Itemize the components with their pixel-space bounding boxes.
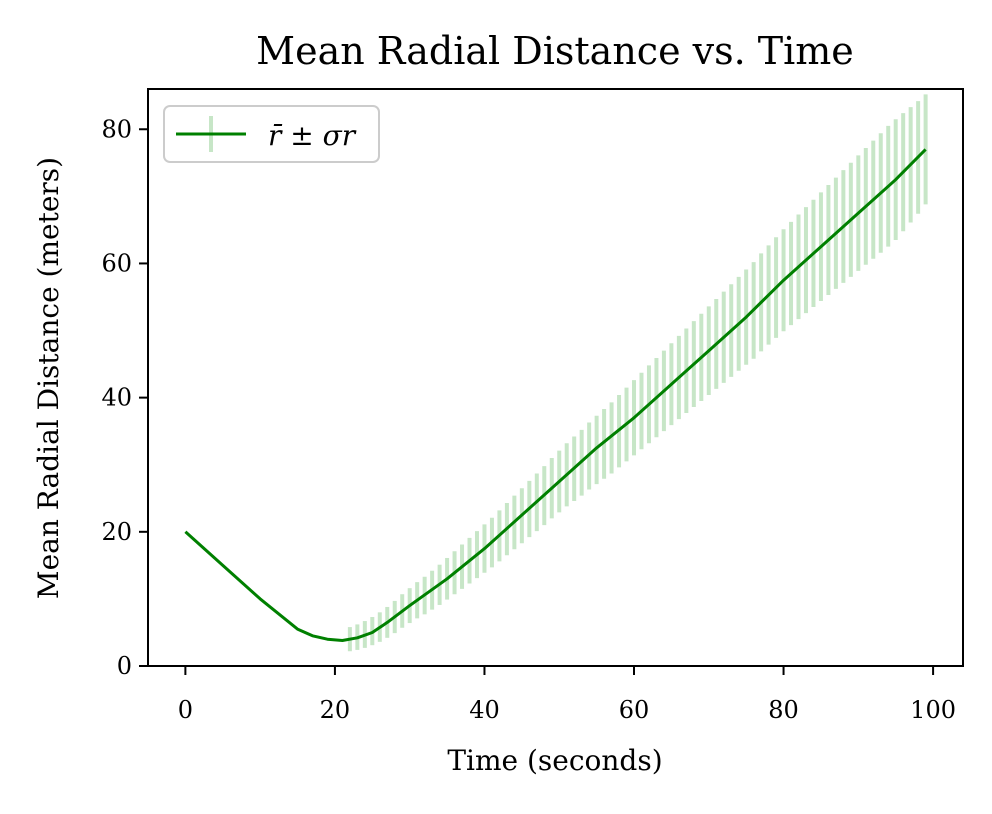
x-tick-label: 60	[619, 696, 650, 724]
y-tick-label: 60	[101, 249, 132, 277]
y-tick-label: 40	[101, 384, 132, 412]
series-lines	[184, 148, 927, 642]
legend-box	[163, 105, 380, 163]
chart-title: Mean Radial Distance vs. Time	[256, 29, 854, 73]
error-bars	[347, 94, 928, 652]
x-tick-label: 20	[320, 696, 351, 724]
y-tick-label: 0	[117, 652, 132, 680]
x-tick-label: 80	[768, 696, 799, 724]
x-tick-label: 0	[178, 696, 193, 724]
x-tick-label: 40	[469, 696, 500, 724]
plot-area-frame	[147, 88, 964, 667]
legend: r̄ ± σr	[163, 105, 380, 163]
y-tick-label: 80	[101, 115, 132, 143]
y-tick-label: 20	[101, 518, 132, 546]
series-line-mean-radial-distance	[184, 148, 927, 642]
y-axis-label: Mean Radial Distance (meters)	[32, 157, 65, 599]
x-axis-ticks: 0 20 40 60 80 100	[178, 666, 956, 724]
x-tick-label: 100	[910, 696, 956, 724]
y-axis-ticks: 0 20 40 60 80	[101, 115, 148, 680]
x-axis-label: Time (seconds)	[447, 744, 662, 777]
legend-label-text: r̄ ± σr	[268, 119, 357, 152]
legend-label: r̄ ± σr	[268, 119, 357, 152]
